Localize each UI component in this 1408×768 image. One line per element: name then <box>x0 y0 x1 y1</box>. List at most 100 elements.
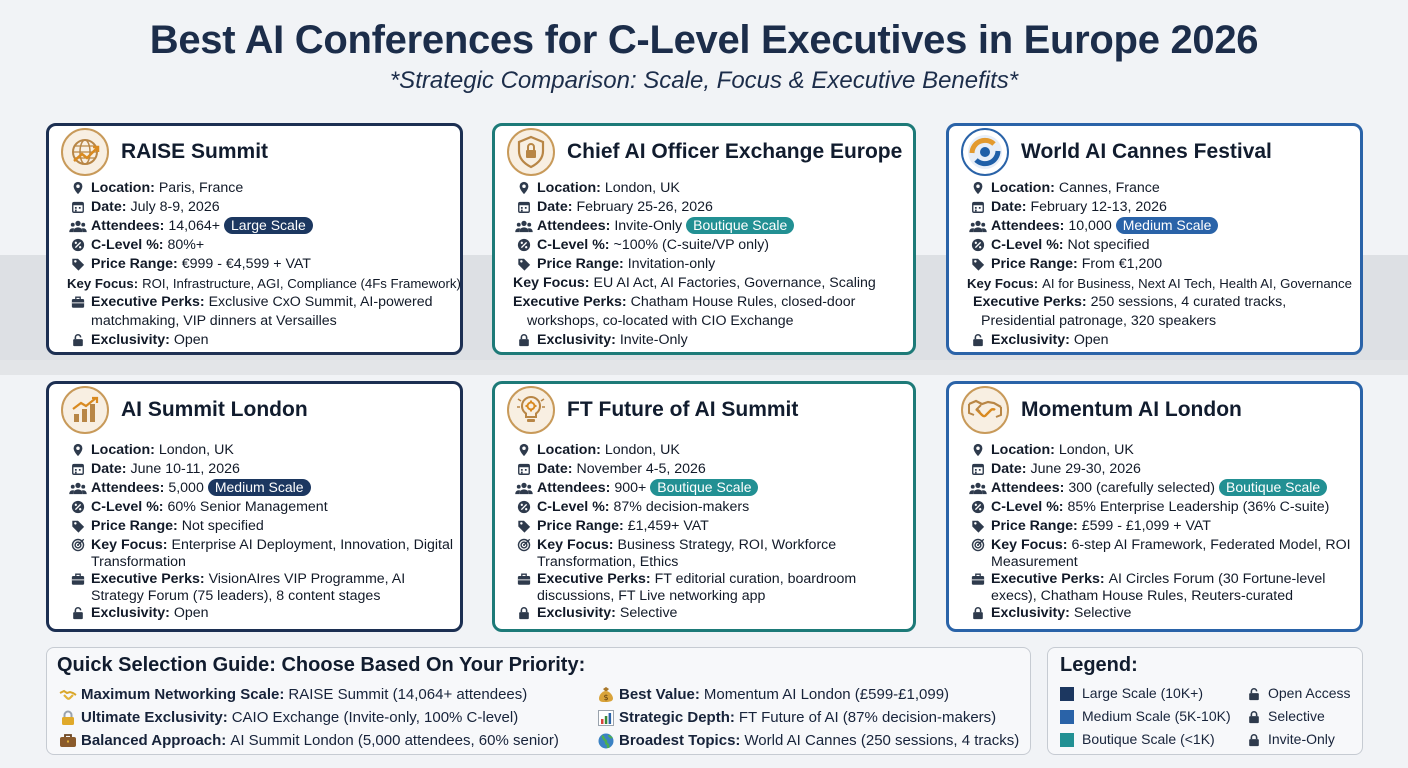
conference-card-raise-summit: RAISE Summit Location: Paris, France Date… <box>46 123 463 355</box>
card-details: Location: London, UK Date: June 10-11, 202… <box>69 441 454 623</box>
guide-column-right: $ Best Value: Momentum AI London (£599-£1,… <box>595 683 1019 752</box>
focus-row: Key Focus: Enterprise AI Deployment, Inno… <box>69 536 454 555</box>
perks-value-cont: execs), Chatham House Rules, Reuters-cur… <box>991 588 1294 604</box>
open-lock-icon <box>69 604 87 620</box>
perks-value: 250 sessions, 4 curated tracks, <box>1090 294 1287 310</box>
money-bag-emoji-icon: $ <box>595 686 617 703</box>
closed-lock-icon <box>1246 733 1262 747</box>
briefcase-icon <box>69 570 87 586</box>
quick-selection-guide: Quick Selection Guide: Choose Based On Y… <box>46 647 1031 755</box>
calendar-icon <box>515 460 533 476</box>
card-title: Momentum AI London <box>1021 398 1242 421</box>
exclusivity-row: Exclusivity: Open <box>969 331 1352 350</box>
people-icon <box>515 217 533 233</box>
date-row: Date: June 29-30, 2026 <box>969 460 1352 479</box>
date-row: Date: June 10-11, 2026 <box>69 460 452 479</box>
attendees-row: Attendees: 10,000 Medium Scale <box>969 217 1352 236</box>
focus-row: Key Focus: Business Strategy, ROI, Workfo… <box>515 536 905 555</box>
scale-badge: Boutique Scale <box>650 479 759 496</box>
date-value: February 12-13, 2026 <box>1030 199 1167 215</box>
location-value: Cannes, France <box>1058 180 1160 196</box>
date-row: Date: July 8-9, 2026 <box>69 198 452 217</box>
date-value: February 25-26, 2026 <box>576 199 713 215</box>
exclusivity-row: Exclusivity: Open <box>69 331 452 350</box>
perks-row-cont: Presidential patronage, 320 speakers <box>969 312 1352 331</box>
perks-value-cont: Strategy Forum (75 leaders), 8 content s… <box>91 588 381 604</box>
lightbulb-gear-icon <box>507 386 555 434</box>
location-value: London, UK <box>604 442 680 458</box>
calendar-icon <box>69 460 87 476</box>
scale-badge: Large Scale <box>224 217 313 234</box>
date-value: June 10-11, 2026 <box>130 461 240 477</box>
focus-value: EU AI Act, AI Factories, Governance, Sca… <box>593 275 876 291</box>
guide-item: Balanced Approach: AI Summit London (5,00… <box>57 729 559 752</box>
people-icon <box>69 217 87 233</box>
svg-text:$: $ <box>603 693 608 702</box>
perks-value: Chatham House Rules, closed-door <box>630 294 856 310</box>
calendar-icon <box>969 460 987 476</box>
focus-value: AI for Business, Next AI Tech, Health AI… <box>1042 276 1352 291</box>
price-tag-icon <box>969 255 987 271</box>
price-row: Price Range: £599 - £1,099 + VAT <box>969 517 1352 536</box>
attendees-value: 5,000 <box>168 480 204 496</box>
price-row: Price Range: £1,459+ VAT <box>515 517 905 536</box>
attendees-value: 10,000 <box>1068 218 1112 234</box>
conference-card-world-ai-cannes: World AI Cannes Festival Location: Cannes… <box>946 123 1363 355</box>
location-row: Location: London, UK <box>969 441 1352 460</box>
price-value: From €1,200 <box>1081 256 1163 272</box>
focus-row: Key Focus: 6-step AI Framework, Federated… <box>969 536 1352 555</box>
open-lock-icon <box>1246 687 1262 701</box>
attendees-row: Attendees: 300 (carefully selected) Boutiq… <box>969 479 1352 498</box>
card-details: Location: London, UK Date: November 4-5, 2… <box>515 441 905 623</box>
clevel-value: Not specified <box>1067 237 1150 253</box>
briefcase-icon <box>69 293 87 309</box>
perks-value-cont: workshops, co-located with CIO Exchange <box>527 313 794 329</box>
exclusivity-row: Exclusivity: Selective <box>969 604 1352 623</box>
clevel-row: C-Level %: 87% decision-makers <box>515 498 905 517</box>
price-tag-icon <box>69 255 87 271</box>
focus-value: Enterprise AI Deployment, Innovation, Di… <box>171 537 454 553</box>
page-title: Best AI Conferences for C-Level Executiv… <box>149 18 1259 62</box>
legend-scales: Large Scale (10K+) Medium Scale (5K-10K)… <box>1060 682 1231 751</box>
price-value: €999 - €4,599 + VAT <box>181 256 311 272</box>
card-header: FT Future of AI Summit <box>507 386 798 434</box>
focus-row-cont: Transformation <box>69 555 452 570</box>
card-details: Location: London, UK Date: February 25-26,… <box>513 179 905 350</box>
card-header: Momentum AI London <box>961 386 1242 434</box>
perks-row-cont: execs), Chatham House Rules, Reuters-cur… <box>969 589 1352 604</box>
clevel-row: C-Level %: 80%+ <box>69 236 452 255</box>
date-row: Date: November 4-5, 2026 <box>515 460 905 479</box>
location-pin-icon <box>969 179 987 195</box>
scale-badge: Boutique Scale <box>686 217 795 234</box>
focus-row: Key Focus: ROI, Infrastructure, AGI, Comp… <box>67 276 461 291</box>
clevel-row: C-Level %: 60% Senior Management <box>69 498 452 517</box>
legend-item-medium: Medium Scale (5K-10K) <box>1060 705 1231 728</box>
perks-value: Exclusive CxO Summit, AI-powered <box>208 294 433 310</box>
attendees-value: 900+ <box>614 480 647 496</box>
exclusivity-value: Open <box>173 605 209 621</box>
clevel-row: C-Level %: ~100% (C-suite/VP only) <box>515 236 905 255</box>
price-tag-icon <box>969 517 987 533</box>
growth-chart-icon <box>61 386 109 434</box>
exclusivity-value: Selective <box>1073 605 1132 621</box>
conference-card-momentum-ai-london: Momentum AI London Location: London, UK D… <box>946 381 1363 632</box>
conference-card-caio-exchange: Chief AI Officer Exchange Europe Locatio… <box>492 123 916 355</box>
focus-value: ROI, Infrastructure, AGI, Compliance (4F… <box>142 276 461 291</box>
card-details: Location: London, UK Date: June 29-30, 202… <box>969 441 1352 623</box>
focus-value: 6-step AI Framework, Federated Model, RO… <box>1071 537 1351 553</box>
guide-item: Broadest Topics: World AI Cannes (250 ses… <box>595 729 1019 752</box>
focus-value-cont: Transformation <box>91 554 186 570</box>
legend-item-large: Large Scale (10K+) <box>1060 682 1231 705</box>
target-icon <box>515 536 533 552</box>
perks-row-cont: discussions, FT Live networking app <box>515 589 905 604</box>
card-title: Chief AI Officer Exchange Europe <box>567 140 903 163</box>
people-icon <box>969 217 987 233</box>
card-header: Chief AI Officer Exchange Europe <box>507 128 902 176</box>
location-pin-icon <box>69 441 87 457</box>
location-value: London, UK <box>158 442 234 458</box>
perks-row: Executive Perks: Chatham House Rules, clo… <box>513 294 856 310</box>
guide-column-left: Maximum Networking Scale: RAISE Summit (1… <box>57 683 559 752</box>
exclusivity-row: Exclusivity: Invite-Only <box>515 331 905 350</box>
date-row: Date: February 25-26, 2026 <box>515 198 905 217</box>
target-icon <box>969 536 987 552</box>
